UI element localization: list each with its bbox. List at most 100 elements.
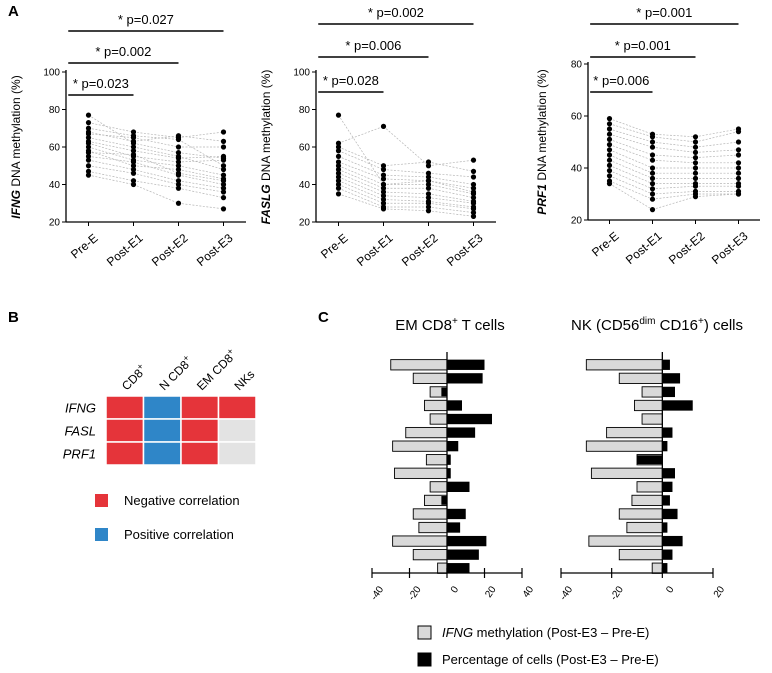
ifng-subject-line xyxy=(88,114,134,144)
faslg-subject-line xyxy=(338,180,384,200)
ifng-point xyxy=(175,178,182,184)
faslg-subject-line xyxy=(383,178,429,182)
prf1-subject-line xyxy=(652,191,696,195)
prf1-significance-label: * p=0.001 xyxy=(636,5,692,20)
heatmap-cell-positive xyxy=(142,441,182,466)
prf1-subject-line xyxy=(652,154,696,158)
ifng-point xyxy=(220,178,227,184)
em-cd8-methylation-bar xyxy=(412,508,448,520)
ifng-point xyxy=(220,189,227,195)
faslg-point xyxy=(335,166,342,173)
prf1-point xyxy=(649,207,656,213)
ifng-point xyxy=(130,144,137,150)
faslg-y-axis-label: FASLG DNA methylation (%) xyxy=(259,70,273,225)
faslg-point xyxy=(380,200,387,206)
ifng-point xyxy=(220,138,227,144)
nk-methylation-bar xyxy=(651,562,663,574)
faslg-point xyxy=(335,181,342,188)
nk-title-sup: + xyxy=(698,316,704,327)
prf1-x-tick-label: Pre-E xyxy=(589,229,622,259)
legend-c-swatch xyxy=(417,625,432,640)
prf1-y-axis-label: PRF1 DNA methylation (%) xyxy=(535,69,549,214)
nk-cells-bar xyxy=(662,386,675,398)
faslg-subject-line xyxy=(428,197,474,204)
em-cd8-title-part: T cells xyxy=(458,317,505,334)
nk-cells-bar xyxy=(637,455,663,465)
faslg-subject-line xyxy=(428,193,474,202)
prf1-point xyxy=(649,144,656,150)
faslg-point xyxy=(470,200,477,206)
ifng-point xyxy=(220,166,227,173)
ifng-point xyxy=(175,185,182,191)
faslg-point xyxy=(470,174,477,180)
ifng-point xyxy=(130,170,137,176)
ifng-subject-line xyxy=(88,141,134,152)
nk-cells-bar xyxy=(662,508,678,520)
em-cd8-methylation-bar xyxy=(418,521,448,534)
faslg-subject-line xyxy=(428,206,474,213)
em-cd8-x-tick-label: -20 xyxy=(406,584,424,603)
ifng-y-axis-label-text: DNA methylation (%) xyxy=(9,75,23,190)
prf1-subject-line xyxy=(652,136,696,143)
faslg-subject-line xyxy=(383,174,429,178)
em-cd8-cells-bar xyxy=(447,549,479,560)
faslg-subject-line xyxy=(428,176,474,185)
legend-c-label: Percentage of cells (Post-E3 – Pre-E) xyxy=(442,652,659,667)
faslg-point xyxy=(425,178,432,184)
nk-methylation-bar xyxy=(634,399,663,412)
nk-methylation-bar xyxy=(585,359,663,371)
faslg-subject-line xyxy=(338,146,384,167)
ifng-point xyxy=(175,136,182,143)
prf1-point xyxy=(606,116,613,122)
faslg-methylation-chart: 20 40 60 80 100 Pre-E Post-E1 Post-E2 Post-E3 FAS… xyxy=(259,5,496,269)
prf1-subject-line xyxy=(695,154,739,158)
correlation-heatmap: CD8+ N CD8+ EM CD8+NKsIFNGFASLPRF1Negative… xyxy=(63,346,258,542)
ifng-subject-line xyxy=(133,146,179,157)
prf1-subject-line xyxy=(609,183,653,210)
faslg-subject-line xyxy=(338,187,384,208)
prf1-x-tick-label: Post-E2 xyxy=(666,229,708,267)
prf1-point xyxy=(692,175,699,181)
nk-title-part: ) cells xyxy=(704,317,743,334)
nk-cells-bar xyxy=(662,359,670,370)
ifng-x-tick-label: Post-E3 xyxy=(194,231,236,269)
faslg-subject-line xyxy=(428,180,474,189)
faslg-x-tick-label: Post-E2 xyxy=(399,231,441,269)
faslg-significance-label: * p=0.002 xyxy=(368,5,424,20)
prf1-subject-line xyxy=(652,193,696,200)
em-cd8-methylation-bar xyxy=(424,399,448,412)
faslg-subject-line xyxy=(428,172,474,178)
nk-cells-bar xyxy=(662,427,673,438)
ifng-point xyxy=(220,181,227,188)
nk-cells-bar xyxy=(662,400,693,411)
ifng-point xyxy=(85,120,92,126)
prf1-subject-line xyxy=(652,146,696,153)
faslg-subject-line xyxy=(338,150,384,170)
prf1-point xyxy=(649,165,656,171)
ifng-subject-line xyxy=(88,165,134,174)
ifng-subject-line xyxy=(133,180,179,189)
ifng-point xyxy=(175,159,182,165)
prf1-point xyxy=(735,165,742,171)
faslg-subject-line xyxy=(428,180,474,193)
faslg-point xyxy=(335,153,342,159)
prf1-subject-line xyxy=(695,141,739,148)
nk-bar-chart: NK (CD56dim CD16+) cells -40 -20 0 20 xyxy=(558,316,743,603)
faslg-point xyxy=(470,168,477,174)
heatmap-column-sup: + xyxy=(225,346,236,357)
em-cd8-x-tick-label: 20 xyxy=(483,584,499,600)
faslg-significance-label: * p=0.006 xyxy=(345,38,401,53)
ifng-point xyxy=(130,181,137,188)
prf1-point xyxy=(649,170,656,176)
prf1-point xyxy=(692,165,699,171)
nk-cells-bar xyxy=(662,481,673,492)
heatmap-cell-positive xyxy=(142,395,182,420)
nk-cells-bar xyxy=(662,535,683,547)
faslg-subject-line xyxy=(428,202,474,210)
nk-cells-bar xyxy=(662,563,668,574)
ifng-point xyxy=(175,163,182,169)
ifng-subject-line xyxy=(88,174,134,185)
ifng-subject-line xyxy=(88,142,134,157)
ifng-point xyxy=(85,135,92,141)
prf1-x-tick-label: Post-E1 xyxy=(623,229,665,267)
